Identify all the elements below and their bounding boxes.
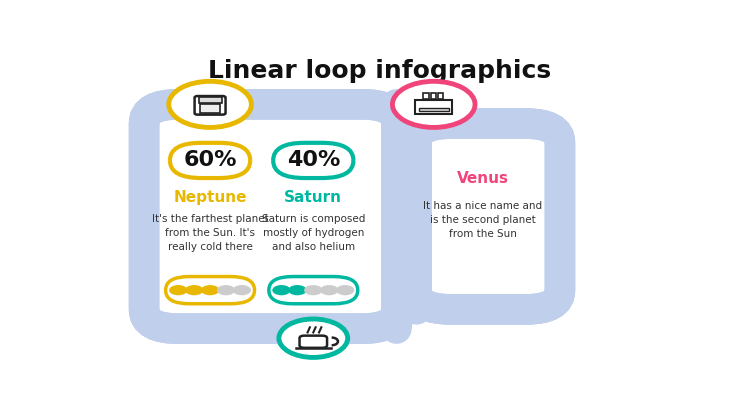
FancyBboxPatch shape — [200, 104, 221, 113]
Text: Venus: Venus — [457, 171, 508, 186]
Text: Linear loop infographics: Linear loop infographics — [208, 59, 551, 83]
FancyBboxPatch shape — [415, 99, 452, 114]
FancyBboxPatch shape — [198, 97, 221, 103]
FancyBboxPatch shape — [170, 143, 250, 178]
FancyBboxPatch shape — [300, 336, 327, 348]
Text: Saturn: Saturn — [284, 190, 343, 205]
Text: Saturn is composed
mostly of hydrogen
and also helium: Saturn is composed mostly of hydrogen an… — [262, 213, 365, 252]
FancyBboxPatch shape — [420, 125, 557, 308]
Circle shape — [232, 285, 251, 295]
Circle shape — [169, 285, 187, 295]
Circle shape — [217, 285, 235, 295]
Circle shape — [201, 285, 219, 295]
FancyBboxPatch shape — [166, 277, 255, 304]
Circle shape — [304, 285, 323, 295]
Circle shape — [288, 285, 306, 295]
FancyBboxPatch shape — [419, 108, 448, 111]
Text: Neptune: Neptune — [173, 190, 247, 205]
Text: It's the farthest planet
from the Sun. It's
really cold there: It's the farthest planet from the Sun. I… — [152, 213, 269, 252]
FancyBboxPatch shape — [147, 106, 394, 327]
Circle shape — [185, 285, 204, 295]
Text: It has a nice name and
is the second planet
from the Sun: It has a nice name and is the second pla… — [423, 201, 542, 239]
Text: 40%: 40% — [286, 151, 340, 171]
Circle shape — [392, 81, 475, 127]
FancyBboxPatch shape — [269, 277, 357, 304]
Circle shape — [272, 285, 291, 295]
FancyBboxPatch shape — [195, 96, 226, 115]
Circle shape — [279, 319, 348, 357]
Circle shape — [169, 81, 252, 127]
FancyBboxPatch shape — [431, 94, 436, 99]
FancyBboxPatch shape — [438, 94, 443, 99]
FancyBboxPatch shape — [423, 94, 428, 99]
FancyBboxPatch shape — [273, 143, 354, 178]
Circle shape — [336, 285, 354, 295]
Text: 60%: 60% — [184, 151, 237, 171]
Circle shape — [320, 285, 338, 295]
